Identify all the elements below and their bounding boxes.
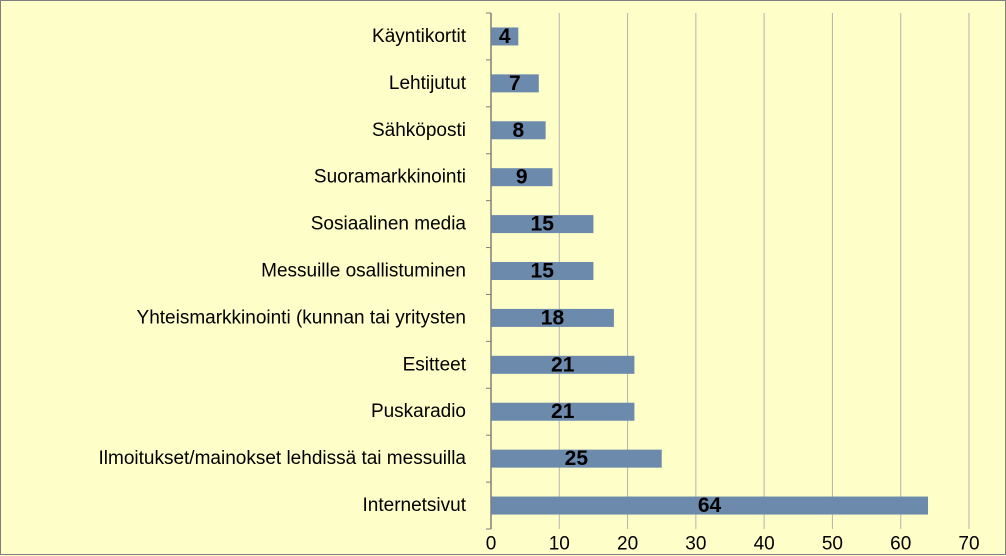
data-label-3: 21 [551, 353, 575, 376]
data-label-5: 15 [531, 260, 555, 283]
x-tick-label-10: 10 [549, 534, 570, 555]
category-label-7: Suoramarkkinointi [314, 167, 466, 188]
data-label-4: 18 [541, 306, 565, 329]
bar-1 [491, 449, 662, 468]
gridlines [558, 13, 970, 529]
bar-3 [491, 355, 635, 374]
data-label-7: 9 [516, 166, 528, 189]
x-tick-label-30: 30 [685, 534, 706, 555]
tick-labels: 0 10 20 30 40 50 60 70 [486, 534, 980, 555]
category-label-1: Ilmoitukset/mainokset lehdissä tai messu… [99, 448, 467, 469]
category-label-0: Internetsivut [363, 495, 467, 516]
category-label-2: Puskaradio [371, 401, 466, 422]
x-tick-label-20: 20 [617, 534, 638, 555]
category-label-5: Messuille osallistuminen [261, 261, 466, 282]
x-tick-label-0: 0 [486, 534, 497, 555]
bars [491, 27, 929, 515]
x-tick-label-70: 70 [958, 534, 979, 555]
data-label-6: 15 [531, 213, 555, 236]
data-label-2: 21 [551, 400, 575, 423]
bar-9 [491, 74, 539, 93]
category-label-8: Sähköposti [372, 120, 466, 141]
bar-6 [491, 215, 594, 234]
x-tick-label-40: 40 [754, 534, 775, 555]
bar-0 [491, 496, 929, 515]
axes [486, 12, 492, 530]
data-labels: 64 25 21 21 18 15 15 9 8 7 4 [499, 25, 722, 517]
data-label-0: 64 [698, 494, 722, 517]
category-label-4: Yhteismarkkinointi (kunnan tai yritysten [137, 307, 466, 328]
x-tick-label-60: 60 [890, 534, 911, 555]
category-label-9: Lehtijutut [389, 73, 467, 94]
data-label-8: 8 [512, 119, 524, 142]
bar-5 [491, 262, 594, 280]
bar-8 [491, 121, 546, 140]
category-labels: Internetsivut Ilmoitukset/mainokset lehdi… [99, 26, 467, 516]
bar-7 [491, 168, 553, 187]
bar-10 [491, 27, 519, 46]
bar-2 [491, 402, 635, 421]
category-label-10: Käyntikortit [372, 26, 467, 47]
data-label-9: 7 [509, 72, 521, 95]
category-label-3: Esitteet [403, 354, 467, 375]
bar-4 [491, 308, 614, 327]
category-label-6: Sosiaalinen media [311, 214, 467, 235]
data-label-1: 25 [565, 447, 589, 470]
data-label-10: 4 [499, 25, 511, 48]
x-tick-label-50: 50 [822, 534, 843, 555]
